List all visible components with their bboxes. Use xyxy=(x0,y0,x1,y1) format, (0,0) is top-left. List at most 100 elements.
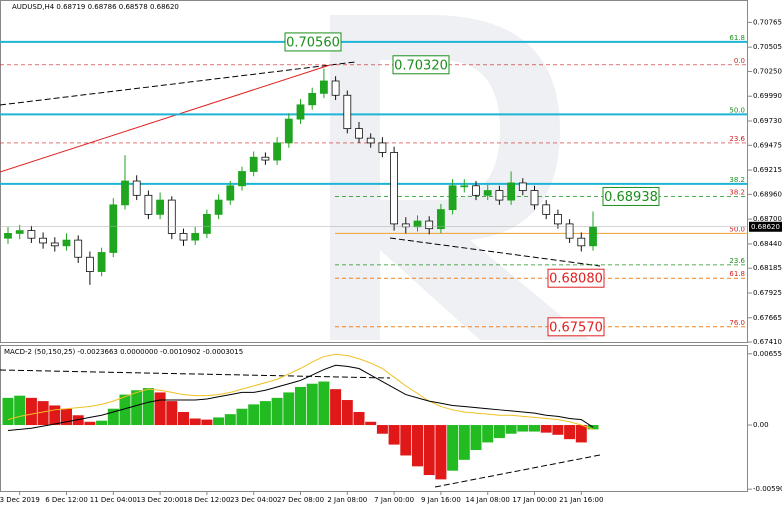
watermark xyxy=(330,15,590,340)
level-box xyxy=(547,268,605,288)
current-price-box xyxy=(749,221,782,232)
macd-main-line xyxy=(7,364,594,431)
macd-bar xyxy=(470,425,482,451)
macd-bar xyxy=(388,425,400,445)
macd-bar xyxy=(318,381,330,426)
y-tick-label: 0.00 xyxy=(753,421,769,429)
macd-bar xyxy=(505,425,517,434)
trend-line xyxy=(0,61,356,106)
fib-label: 38.2 xyxy=(729,176,745,184)
level-box xyxy=(602,186,660,206)
macd-bar xyxy=(400,425,412,456)
y-tick-label: 0.69990 xyxy=(753,92,782,100)
macd-bar xyxy=(330,389,342,426)
macd-bar xyxy=(341,400,353,426)
candle-body xyxy=(167,199,176,234)
x-tick-label: 23 Dec 04:00 xyxy=(230,496,277,504)
y-tick-label: 0.69215 xyxy=(753,166,782,174)
candle-body xyxy=(39,237,47,244)
y-tick-label: 0.70250 xyxy=(753,67,782,75)
macd-bar xyxy=(96,420,108,426)
x-tick-label: 27 Dec 08:00 xyxy=(277,496,324,504)
candle-body xyxy=(366,137,375,144)
y-tick-label: 0.68185 xyxy=(753,264,782,272)
x-tick-label: 18 Dec 12:00 xyxy=(183,496,230,504)
candle-body xyxy=(331,80,340,96)
macd-signal-line xyxy=(7,353,594,430)
macd-bar xyxy=(84,421,96,426)
candle-body xyxy=(483,190,492,196)
y-tick-label: 0.67410 xyxy=(753,338,782,346)
candle-body xyxy=(97,252,106,272)
candle-body xyxy=(62,239,71,247)
candle-body xyxy=(436,209,445,230)
candle-body xyxy=(472,185,480,196)
macd-bar xyxy=(61,408,72,426)
macd-bar xyxy=(37,401,49,426)
macd-bar xyxy=(295,386,306,426)
level-label: 0.70320 xyxy=(394,58,448,73)
candle-body xyxy=(179,233,188,241)
trend-line xyxy=(0,369,391,379)
fib-label: 0.0 xyxy=(734,57,745,65)
macd-bar xyxy=(107,408,119,426)
candle-body xyxy=(50,242,59,247)
candle-body xyxy=(273,142,282,161)
fib-label: 76.0 xyxy=(729,319,745,327)
macd-bar xyxy=(540,425,552,433)
x-tick-label: 21 Jan 16:00 xyxy=(559,496,603,504)
macd-bar xyxy=(517,425,529,432)
macd-bar xyxy=(423,425,435,476)
macd-bar xyxy=(178,411,189,426)
macd-bar xyxy=(14,395,26,426)
candle-body xyxy=(378,142,387,153)
y-tick-label: 0.68440 xyxy=(753,240,782,248)
level-label: 0.68938 xyxy=(604,190,658,205)
macd-panel xyxy=(0,345,748,492)
candle-body xyxy=(144,194,153,215)
candle-body xyxy=(296,104,305,120)
chart-title: AUDUSD,H4 0.68719 0.68786 0.68578 0.6862… xyxy=(12,3,179,11)
macd-bar xyxy=(72,415,84,426)
macd-bar xyxy=(412,425,423,467)
macd-bar xyxy=(2,397,14,426)
x-tick-label: 2 Jan 08:00 xyxy=(327,496,367,504)
fib-label: 50.0 xyxy=(729,106,745,114)
x-tick-label: 7 Jan 00:00 xyxy=(374,496,414,504)
level-box xyxy=(392,55,450,75)
candle-body xyxy=(238,171,246,187)
macd-bar xyxy=(564,425,576,440)
macd-bar xyxy=(248,404,260,426)
candle-body xyxy=(284,118,293,144)
y-tick-label: 0.70765 xyxy=(753,18,782,26)
candle-body xyxy=(401,223,410,228)
candle-body xyxy=(27,230,36,239)
macd-bar xyxy=(575,425,587,443)
level-label: 0.67570 xyxy=(549,320,603,335)
candle-body xyxy=(121,180,129,206)
macd-bar xyxy=(435,425,447,480)
macd-bar xyxy=(353,411,365,426)
fib-label: 50.0 xyxy=(729,225,745,233)
x-tick-label: 6 Dec 12:00 xyxy=(45,496,88,504)
macd-bar xyxy=(458,425,470,460)
candle-body xyxy=(577,237,586,247)
macd-bar xyxy=(25,397,37,426)
candle-body xyxy=(589,226,597,247)
candle-body xyxy=(495,190,504,201)
y-tick-label: 0.69730 xyxy=(753,117,782,125)
candle-body xyxy=(530,190,539,206)
y-tick-label: 0.70505 xyxy=(753,43,782,51)
trend-line xyxy=(389,237,601,267)
macd-bar xyxy=(552,425,564,435)
candle-body xyxy=(202,213,211,234)
macd-bar xyxy=(529,425,540,432)
y-tick-label: 0.0065557 xyxy=(753,350,782,358)
candle-body xyxy=(226,185,235,201)
candle-body xyxy=(109,204,118,253)
candle-body xyxy=(554,213,562,225)
fib-label: 23.6 xyxy=(729,257,745,265)
macd-title: MACD-2 (50,150,25) -0.0023663 0.0000000 … xyxy=(4,348,243,356)
candle-body xyxy=(507,182,516,201)
y-tick-label: 0.68960 xyxy=(753,190,782,198)
